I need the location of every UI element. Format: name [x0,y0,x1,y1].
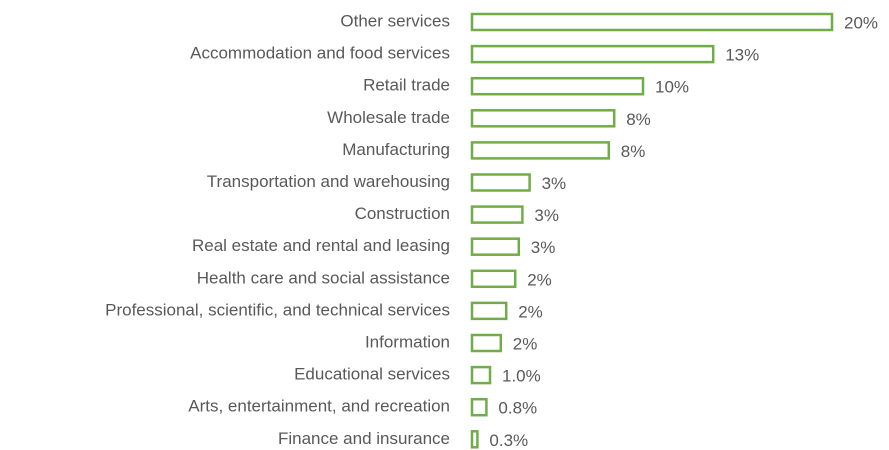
bar [470,12,834,32]
value-label: 0.3% [489,431,528,450]
value-label: 3% [531,238,556,257]
value-label: 8% [621,142,646,161]
category-label: Arts, entertainment, and recreation [188,397,450,416]
category-label: Manufacturing [342,140,450,159]
category-label: Construction [355,204,450,223]
bar [470,109,616,128]
category-label: Finance and insurance [278,429,450,448]
value-label: 1.0% [502,367,541,386]
category-label: Educational services [294,365,450,384]
value-label: 13% [725,46,759,65]
value-label: 20% [844,13,878,32]
value-label: 2% [527,270,552,289]
category-label: Retail trade [363,76,450,95]
value-label: 10% [655,78,689,97]
bar [470,397,488,417]
bar [470,173,531,192]
category-label: Accommodation and food services [190,44,450,63]
category-label: Professional, scientific, and technical … [105,300,450,319]
bar [470,237,521,256]
bar [470,205,524,224]
value-label: 0.8% [498,399,537,418]
bar [470,333,503,353]
category-label: Wholesale trade [327,108,450,127]
category-label: Other services [340,11,450,30]
value-label: 8% [626,110,651,129]
category-label: Real estate and rental and leasing [192,236,450,255]
value-label: 3% [534,206,559,225]
category-label: Health care and social assistance [197,268,450,287]
bar [470,301,508,321]
bar [470,430,479,449]
value-label: 2% [513,334,538,353]
bar [470,141,611,160]
category-label: Transportation and warehousing [207,172,450,191]
value-label: 3% [542,174,567,193]
category-label: Information [365,332,450,351]
bar [470,44,715,64]
bar [470,269,517,289]
bar [470,76,645,96]
value-label: 2% [518,302,543,321]
bar [470,365,492,385]
